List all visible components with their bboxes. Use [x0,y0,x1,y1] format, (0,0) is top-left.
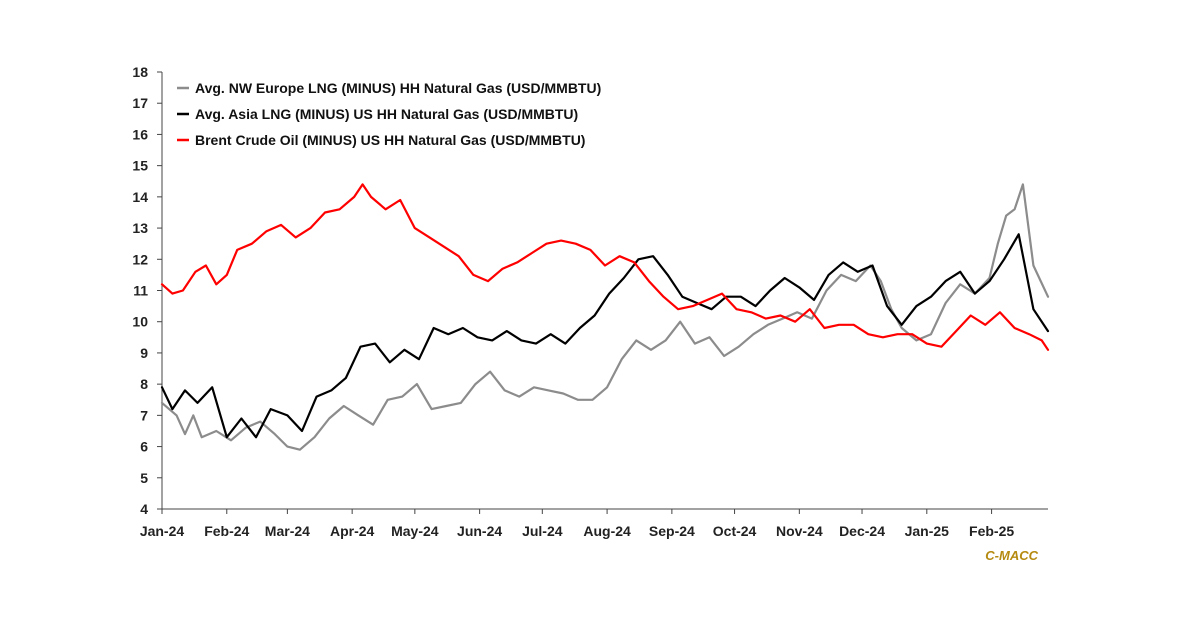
y-axis: 4 5 6 7 8 9 10 11 12 13 14 15 16 17 18 [132,64,163,517]
legend-label: Avg. NW Europe LNG (MINUS) HH Natural Ga… [195,80,601,96]
x-tick-label: Feb-24 [204,523,249,539]
x-tick-label: Jan-25 [905,523,950,539]
x-tick-label: Feb-25 [969,523,1014,539]
source-credit: C-MACC [985,548,1038,563]
x-tick-label: Dec-24 [839,523,885,539]
x-tick-label: Sep-24 [649,523,695,539]
legend-label: Avg. Asia LNG (MINUS) US HH Natural Gas … [195,106,578,122]
y-tick-label: 6 [140,439,148,455]
x-tick-label: Jun-24 [457,523,502,539]
series-line-asia-lng [160,233,1050,439]
series-layer [160,183,1050,451]
x-tick-label: May-24 [391,523,439,539]
legend: Avg. NW Europe LNG (MINUS) HH Natural Ga… [177,80,601,148]
x-tick-label: Apr-24 [330,523,375,539]
y-tick-label: 10 [132,314,148,330]
x-tick-label: Mar-24 [265,523,310,539]
y-tick-label: 7 [140,407,148,423]
y-tick-label: 15 [132,158,148,174]
y-tick-label: 13 [132,220,148,236]
x-tick-label: Jul-24 [522,523,563,539]
y-tick-label: 8 [140,376,148,392]
legend-label: Brent Crude Oil (MINUS) US HH Natural Ga… [195,132,585,148]
y-tick-label: 14 [132,189,148,205]
series-line-nw-europe-lng [160,183,1050,451]
y-tick-label: 4 [140,501,148,517]
y-tick-label: 18 [132,64,148,80]
y-tick-label: 16 [132,126,148,142]
x-axis: Jan-24 Feb-24 Mar-24 Apr-24 May-24 Jun-24 Jul-… [140,508,1048,539]
y-tick-label: 9 [140,345,148,361]
y-tick-label: 12 [132,251,148,267]
x-tick-label: Jan-24 [140,523,185,539]
x-tick-label: Aug-24 [583,523,631,539]
series-line-brent-crude [160,183,1050,351]
y-tick-label: 11 [133,283,148,299]
y-tick-label: 17 [132,95,148,111]
y-tick-label: 5 [140,470,148,486]
x-tick-label: Nov-24 [776,523,823,539]
x-tick-label: Oct-24 [713,523,757,539]
